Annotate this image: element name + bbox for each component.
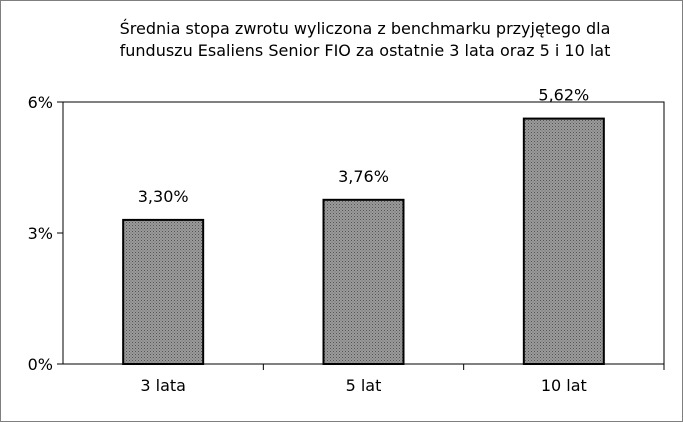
data-label: 3,30% xyxy=(138,187,189,206)
x-tick-label: 3 lata xyxy=(140,376,186,395)
data-label: 3,76% xyxy=(338,167,389,186)
bars xyxy=(122,117,605,365)
bar xyxy=(322,198,405,365)
data-labels: 3,30% 3,76% 5,62% xyxy=(138,86,589,206)
x-tick-label: 10 lat xyxy=(541,376,587,395)
x-axis: 3 lata 5 lat 10 lat xyxy=(140,364,665,395)
bar xyxy=(522,117,605,365)
chart-title: Średnia stopa zwrotu wyliczona z benchma… xyxy=(60,18,670,62)
x-tick-label: 5 lat xyxy=(346,376,382,395)
data-label: 5,62% xyxy=(538,86,589,105)
y-tick-label: 6% xyxy=(28,93,53,112)
y-tick-label: 0% xyxy=(28,355,53,374)
bar xyxy=(122,218,205,365)
y-axis: 0% 3% 6% xyxy=(28,93,63,374)
chart-title-line-1: Średnia stopa zwrotu wyliczona z benchma… xyxy=(119,19,611,38)
chart-title-line-2: funduszu Esaliens Senior FIO za ostatnie… xyxy=(119,41,611,60)
y-tick-label: 3% xyxy=(28,224,53,243)
